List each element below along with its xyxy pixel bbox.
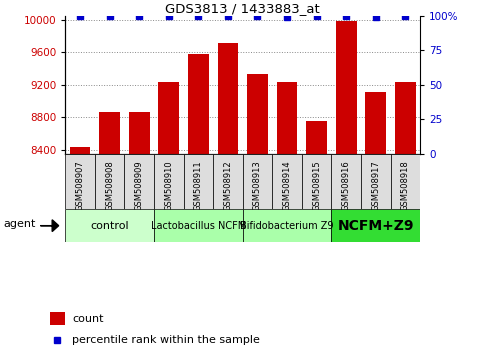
- Bar: [331, 209, 420, 242]
- Bar: [306, 121, 327, 154]
- Text: GSM508916: GSM508916: [342, 161, 351, 211]
- Text: GSM508907: GSM508907: [75, 161, 85, 211]
- Bar: [242, 154, 272, 209]
- Text: count: count: [72, 314, 103, 324]
- Bar: [70, 148, 90, 154]
- Text: GSM508908: GSM508908: [105, 161, 114, 211]
- Text: GSM508910: GSM508910: [164, 161, 173, 211]
- Bar: [242, 209, 331, 242]
- Text: GSM508909: GSM508909: [135, 161, 143, 211]
- Bar: [154, 154, 184, 209]
- Bar: [366, 92, 386, 154]
- Bar: [247, 74, 268, 154]
- Text: GSM508913: GSM508913: [253, 161, 262, 211]
- Text: GSM508918: GSM508918: [401, 161, 410, 211]
- Bar: [391, 154, 420, 209]
- Bar: [158, 82, 179, 154]
- FancyArrow shape: [41, 220, 59, 232]
- Bar: [336, 21, 356, 154]
- Bar: [213, 154, 242, 209]
- Text: GSM508911: GSM508911: [194, 161, 203, 211]
- Bar: [184, 154, 213, 209]
- Bar: [331, 154, 361, 209]
- Text: GSM508912: GSM508912: [224, 161, 232, 211]
- Bar: [188, 54, 209, 154]
- Bar: [125, 154, 154, 209]
- Bar: [99, 112, 120, 154]
- Text: GSM508915: GSM508915: [312, 161, 321, 211]
- Text: GSM508914: GSM508914: [283, 161, 292, 211]
- Text: Bifidobacterium Z9: Bifidobacterium Z9: [241, 221, 334, 231]
- Text: Lactobacillus NCFM: Lactobacillus NCFM: [151, 221, 246, 231]
- Text: GSM508917: GSM508917: [371, 161, 380, 211]
- Text: agent: agent: [3, 219, 36, 229]
- Bar: [277, 82, 298, 154]
- Bar: [272, 154, 302, 209]
- Bar: [65, 209, 154, 242]
- Bar: [65, 154, 95, 209]
- Bar: [395, 82, 416, 154]
- Text: percentile rank within the sample: percentile rank within the sample: [72, 335, 260, 346]
- Bar: [361, 154, 391, 209]
- Bar: [129, 112, 150, 154]
- Bar: [154, 209, 243, 242]
- Bar: [302, 154, 331, 209]
- Title: GDS3813 / 1433883_at: GDS3813 / 1433883_at: [165, 2, 320, 15]
- Text: NCFM+Z9: NCFM+Z9: [338, 219, 414, 233]
- Text: control: control: [90, 221, 129, 231]
- Bar: [217, 43, 238, 154]
- Bar: [95, 154, 125, 209]
- Bar: [50, 312, 65, 325]
